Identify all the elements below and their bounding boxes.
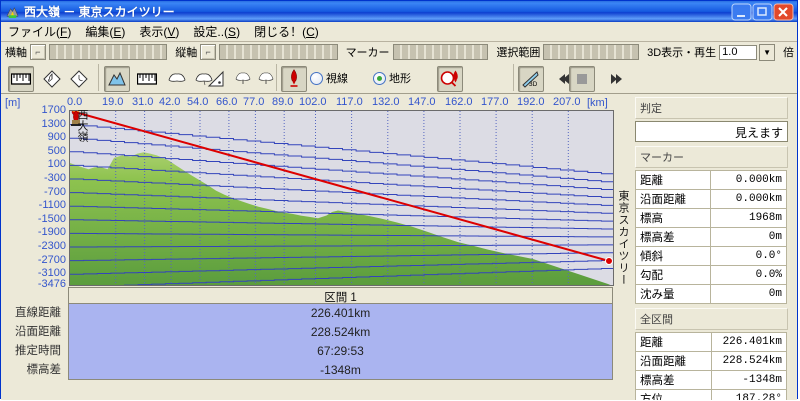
svg-text:3D: 3D <box>529 81 538 88</box>
